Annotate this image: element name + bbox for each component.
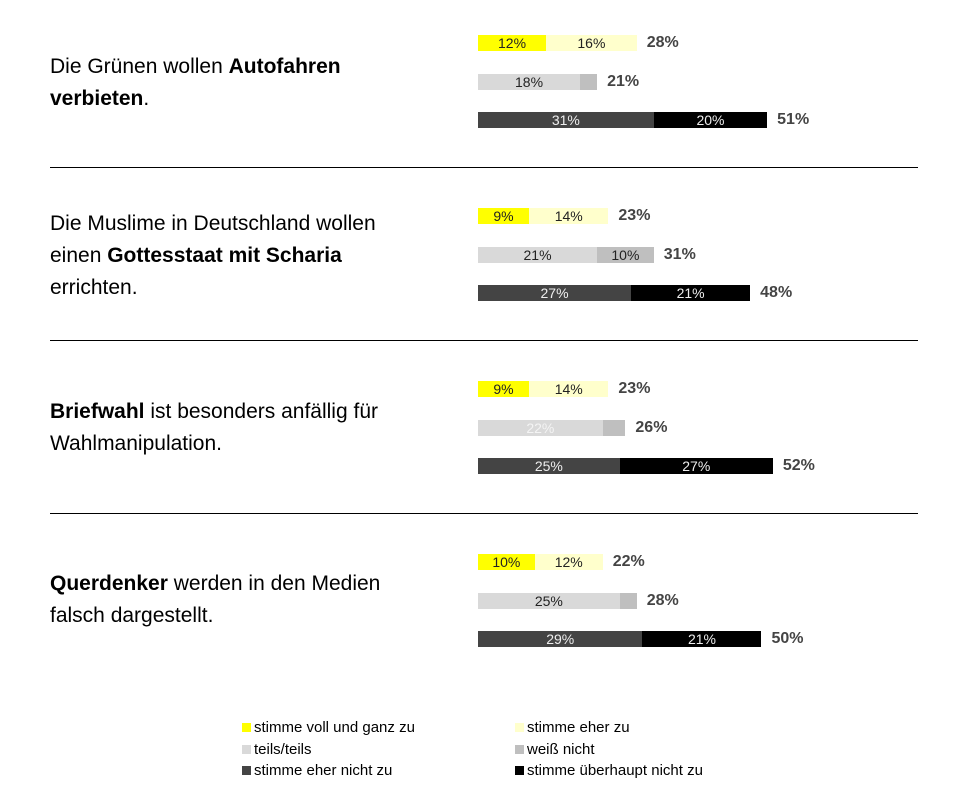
row-total: 21% — [607, 73, 640, 90]
legend-label: stimme überhaupt nicht zu — [527, 762, 703, 779]
statement-text: Querdenker werden in den Medien falsch d… — [50, 568, 430, 632]
bar-segment-voll: 9% — [478, 381, 530, 397]
row-total: 22% — [612, 553, 645, 570]
statement-bold-part: Querdenker — [50, 572, 168, 595]
row-total: 28% — [646, 592, 679, 609]
bar-segment-ueberhaupt_nicht: 27% — [619, 458, 773, 474]
statement-part: errichten. — [50, 276, 138, 299]
bar-segment-eher: 14% — [529, 381, 609, 397]
bar-segment-eher: 16% — [546, 35, 637, 51]
bar-segment-weiss — [619, 593, 637, 609]
bar-segment-eher: 14% — [529, 208, 609, 224]
legend-label: weiß nicht — [527, 740, 595, 758]
legend-item-teils: teils/teils — [242, 741, 312, 759]
row-total: 26% — [635, 419, 668, 436]
row-total: 28% — [646, 34, 679, 51]
legend-label: teils/teils — [254, 740, 312, 758]
bar-segment-voll: 9% — [478, 208, 530, 224]
statement-bold-part: Autofahren verbieten — [50, 55, 341, 110]
statement-text: Briefwahl ist besonders anfällig für Wah… — [50, 396, 430, 460]
bar-segment-eher_nicht: 31% — [478, 112, 654, 128]
legend-swatch — [515, 723, 524, 732]
row-total: 23% — [618, 380, 651, 397]
legend-swatch — [515, 766, 524, 775]
legend-label: stimme eher zu — [527, 719, 630, 736]
row-total: 48% — [760, 284, 793, 301]
bar-segment-voll: 10% — [478, 554, 535, 570]
bar-segment-teils: 21% — [478, 247, 598, 263]
bar-segment-teils: 22% — [478, 420, 603, 436]
row-total: 23% — [618, 207, 651, 224]
bar-segment-eher: 12% — [534, 554, 603, 570]
bar-segment-weiss: 10% — [597, 247, 654, 263]
statement-part: . — [143, 87, 150, 110]
statement-part: werden in den Medien falsch dargestellt. — [50, 572, 381, 627]
row-total: 51% — [777, 111, 810, 128]
legend-item-ueberhaupt_nicht: stimme überhaupt nicht zu — [515, 762, 703, 780]
row-total: 50% — [771, 630, 804, 647]
legend-label: stimme voll und ganz zu — [254, 719, 415, 736]
statement-bold-part: Briefwahl — [50, 400, 145, 423]
statement-part: Die Grünen wollen — [50, 55, 229, 78]
row-total: 52% — [782, 457, 815, 474]
statement-part: Die Muslime in Deutschland wollen einen — [50, 212, 376, 267]
statement-text: Die Muslime in Deutschland wollen einen … — [50, 208, 430, 304]
bar-segment-ueberhaupt_nicht: 21% — [642, 631, 762, 647]
bar-segment-eher_nicht: 29% — [478, 631, 643, 647]
legend-item-eher: stimme eher zu — [515, 719, 630, 737]
legend-swatch — [515, 744, 524, 754]
legend-item-eher_nicht: stimme eher nicht zu — [242, 762, 392, 780]
bar-segment-eher_nicht: 27% — [478, 285, 632, 301]
bar-segment-ueberhaupt_nicht: 21% — [631, 285, 751, 301]
bar-segment-teils: 18% — [478, 74, 581, 90]
legend-item-weiss: weiß nicht — [515, 741, 595, 759]
section-divider — [50, 513, 918, 514]
legend-swatch — [242, 766, 251, 775]
statement-bold-part: Gottesstaat mit Scharia — [107, 244, 342, 267]
legend-swatch — [242, 723, 251, 732]
bar-segment-voll: 12% — [478, 35, 547, 51]
row-total: 31% — [663, 246, 696, 263]
legend-item-voll: stimme voll und ganz zu — [242, 719, 415, 737]
legend-label: stimme eher nicht zu — [254, 762, 393, 779]
bar-segment-eher_nicht: 25% — [478, 458, 620, 474]
bar-segment-ueberhaupt_nicht: 20% — [653, 112, 768, 128]
statement-part: ist besonders anfällig für Wahlmanipulat… — [50, 400, 378, 455]
statement-text: Die Grünen wollen Autofahren verbieten. — [50, 51, 430, 115]
bar-segment-teils: 25% — [478, 593, 620, 609]
section-divider — [50, 167, 918, 168]
section-divider — [50, 340, 918, 341]
legend-swatch — [242, 744, 251, 754]
bar-segment-weiss — [580, 74, 598, 90]
bar-segment-weiss — [602, 420, 626, 436]
